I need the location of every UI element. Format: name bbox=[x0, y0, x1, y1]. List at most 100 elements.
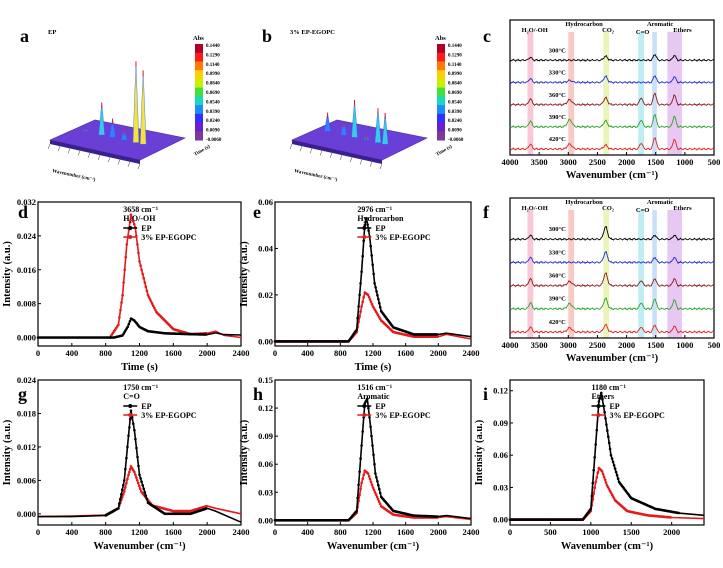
surface-tick bbox=[47, 143, 51, 150]
peak-wavenumber-label: 1180 cm⁻¹ bbox=[591, 383, 626, 392]
panel-letter-d: d bbox=[18, 202, 28, 222]
x-tick-label: 1000 bbox=[676, 340, 693, 350]
series-point bbox=[119, 497, 122, 501]
series-point bbox=[376, 480, 379, 483]
series-point bbox=[600, 470, 604, 473]
colorbar-segment bbox=[195, 113, 203, 124]
series-point bbox=[144, 494, 148, 498]
spectrum-line bbox=[509, 250, 715, 265]
band bbox=[568, 210, 575, 338]
band bbox=[667, 210, 682, 338]
series-point bbox=[121, 293, 124, 297]
band-label: H₂O/-OH bbox=[522, 205, 548, 212]
y-axis-label: Intensity (a.u.) bbox=[239, 419, 250, 485]
series-point bbox=[356, 316, 359, 320]
colorbar-segment bbox=[195, 44, 203, 54]
series-point bbox=[144, 285, 148, 289]
series-point bbox=[129, 409, 133, 413]
series-point bbox=[120, 301, 123, 304]
colorbar-segment bbox=[437, 105, 445, 115]
series-point bbox=[365, 217, 368, 220]
series-point bbox=[607, 441, 611, 445]
x-tick-label: 800 bbox=[334, 348, 347, 358]
series-point bbox=[589, 507, 593, 511]
colorbar-segment bbox=[437, 78, 445, 89]
series-point bbox=[124, 467, 127, 471]
panel-d: 0 400 800 1200 1600 2000 2400 0.000 0.008 0.016 0.… bbox=[2, 197, 250, 373]
x-tick-label: 2500 bbox=[589, 157, 606, 167]
x-tick-label: 400 bbox=[301, 527, 314, 537]
series-point bbox=[590, 494, 594, 498]
legend-marker bbox=[596, 413, 601, 417]
x-tick-label: 1500 bbox=[623, 527, 640, 537]
surface-tick bbox=[87, 152, 91, 158]
panel-h: 0 400 800 1200 1600 2000 2400 0.00 0.03 0.06 0.09 0… bbox=[239, 375, 480, 552]
colorbar-segment bbox=[195, 131, 203, 141]
colorbar-segment bbox=[195, 122, 203, 132]
series-point bbox=[122, 281, 125, 284]
band bbox=[667, 32, 682, 155]
series-point bbox=[151, 304, 155, 308]
surface-peak bbox=[109, 118, 116, 138]
series-point bbox=[132, 422, 135, 426]
series-point bbox=[131, 219, 135, 223]
series-point bbox=[118, 502, 121, 505]
surface-base bbox=[291, 119, 428, 161]
peak-assignment-label: H₂O/-OH bbox=[123, 214, 156, 223]
y-tick-label: 0.024 bbox=[17, 375, 37, 385]
y-tick-label: 0.018 bbox=[17, 408, 36, 418]
temperature-label: 420°C bbox=[549, 136, 566, 143]
series-line bbox=[275, 469, 472, 522]
y-tick-label: 0.00 bbox=[493, 515, 508, 525]
series-point bbox=[606, 429, 609, 432]
x-tick-label: 2400 bbox=[463, 527, 480, 537]
colorbar-segment bbox=[195, 96, 203, 106]
spectrum-line bbox=[509, 75, 715, 85]
surface-y-axis-label: Time (s) bbox=[194, 144, 212, 157]
surface-tick bbox=[57, 146, 61, 152]
series-point bbox=[361, 300, 365, 304]
colorbar-title: Abs bbox=[193, 35, 204, 42]
series-point bbox=[373, 462, 376, 466]
surface-edge bbox=[292, 140, 382, 164]
series-point bbox=[362, 473, 366, 477]
panel-i: 0 500 1000 1500 2000 0.00 0.03 0.06 0.09 0.12 Wave… bbox=[474, 379, 705, 552]
x-tick-label: 0 bbox=[273, 527, 277, 537]
series-point bbox=[669, 516, 672, 519]
peak-wavenumber-label: 2976 cm⁻¹ bbox=[357, 205, 392, 214]
series-point bbox=[361, 477, 365, 481]
series-point bbox=[123, 268, 126, 272]
series-point bbox=[360, 305, 363, 308]
colorbar-segment bbox=[437, 70, 445, 80]
series-point bbox=[373, 491, 377, 494]
plot-frame bbox=[509, 197, 715, 339]
series-point bbox=[140, 480, 143, 484]
surface-tick bbox=[309, 148, 313, 154]
series-point bbox=[142, 276, 145, 280]
series-point bbox=[436, 335, 439, 339]
panel-letter-g: g bbox=[18, 384, 27, 404]
x-tick-label: 500 bbox=[708, 157, 721, 167]
panel-title: 3% EP-EGOPC bbox=[290, 29, 335, 36]
series-point bbox=[368, 416, 371, 419]
band-label: Hydrocarbon bbox=[565, 199, 603, 206]
colorbar-tick-label: 0.0990 bbox=[448, 72, 462, 77]
series-point bbox=[129, 213, 133, 216]
series-point bbox=[375, 495, 379, 499]
series-point bbox=[153, 306, 156, 310]
series-point bbox=[372, 488, 376, 492]
panel-letter-h: h bbox=[253, 384, 263, 404]
surface-tick bbox=[339, 155, 343, 161]
colorbar-segment bbox=[437, 122, 445, 132]
colorbar-tick-label: 0.1290 bbox=[448, 53, 462, 58]
band-label: Ethers bbox=[673, 27, 692, 34]
series-point bbox=[132, 222, 136, 226]
band bbox=[527, 210, 534, 338]
series-point bbox=[128, 470, 131, 474]
surface-tick bbox=[349, 157, 353, 163]
surface-x-axis-label: Wavenumber (cm⁻¹) bbox=[52, 168, 97, 183]
series-point bbox=[598, 397, 601, 400]
y-tick-label: 0.000 bbox=[17, 509, 36, 519]
x-tick-label: 1000 bbox=[676, 157, 693, 167]
x-tick-label: 2000 bbox=[199, 527, 216, 537]
